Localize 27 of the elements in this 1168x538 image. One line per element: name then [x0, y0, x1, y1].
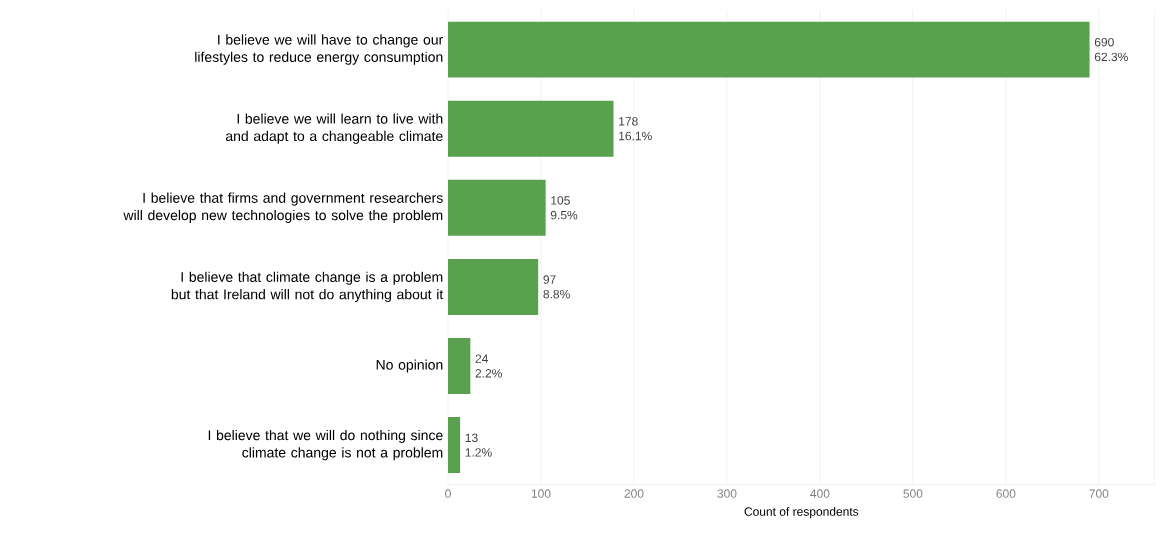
x-tick-label: 200 [624, 489, 644, 498]
x-tick-label: 100 [531, 489, 551, 498]
data-label: 105 9.5% [550, 196, 578, 220]
y-tick-label: I believe we will have to change our lifestyles to reduce energy consumption [195, 34, 444, 65]
x-tick-label: 500 [903, 489, 923, 498]
y-tick-label: No opinion [376, 359, 443, 373]
data-label: 178 16.1% [619, 117, 652, 141]
bar [448, 417, 461, 474]
data-label: 13 1.2% [465, 433, 492, 457]
y-tick-label: I believe that climate change is a problem but that Ireland will not do anything about it [171, 271, 444, 303]
bar [448, 21, 1090, 78]
data-label: 97 8.8% [543, 275, 570, 299]
bar [448, 100, 614, 157]
bar [448, 337, 471, 394]
x-tick-label: 700 [1089, 489, 1109, 498]
x-tick-label: 400 [810, 489, 830, 498]
bar [448, 179, 546, 236]
x-tick-label: 300 [717, 489, 737, 498]
y-tick-label: I believe that we will do nothing since climate change is not a problem [208, 429, 443, 461]
x-tick-label: 600 [996, 489, 1016, 498]
x-tick-label: 0 [445, 489, 451, 498]
bar [448, 258, 539, 315]
data-label: 690 62.3% [1094, 37, 1128, 62]
data-label: 24 2.2% [475, 354, 502, 378]
y-tick-label: I believe we will learn to live with and adapt to a changeable climate [225, 113, 443, 144]
x-axis-title: Count of respondents [744, 507, 859, 519]
y-tick-label: I believe that firms and government researchers will develop new technologies to solve the problem [123, 192, 443, 223]
